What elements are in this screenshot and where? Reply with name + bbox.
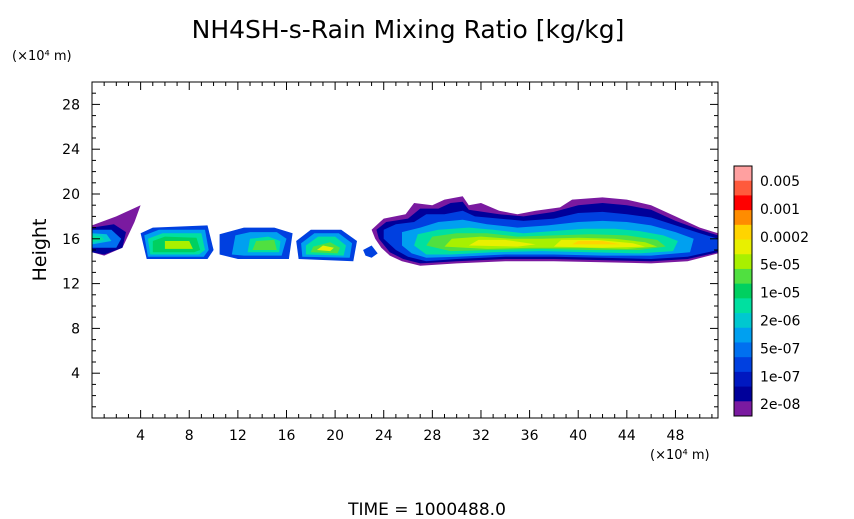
x-tick-label: 24 xyxy=(375,428,393,444)
colorbar-label: 0.001 xyxy=(760,202,800,218)
x-tick-label: 48 xyxy=(667,428,685,444)
colorbar-swatch xyxy=(734,166,752,182)
x-tick-label: 12 xyxy=(229,428,247,444)
colorbar-swatch xyxy=(734,371,752,387)
colorbar-label: 0.0002 xyxy=(760,230,809,246)
colorbar-swatch xyxy=(734,313,752,329)
colorbar-swatch xyxy=(734,342,752,358)
colorbar-swatch xyxy=(734,298,752,314)
y-tick-label: 24 xyxy=(62,142,80,158)
colorbar-swatch xyxy=(734,401,752,417)
x-tick-label: 20 xyxy=(326,428,344,444)
colorbar-frame xyxy=(733,165,753,417)
x-tick-label: 8 xyxy=(185,428,194,444)
x-tick-label: 40 xyxy=(569,428,587,444)
data-regions xyxy=(92,196,718,266)
x-tick-label: 32 xyxy=(472,428,490,444)
contour-region-13 xyxy=(252,239,277,250)
colorbar-label: 5e-05 xyxy=(760,258,800,274)
colorbar-swatch xyxy=(734,386,752,402)
time-label: TIME = 1000488.0 xyxy=(347,500,506,519)
colorbar-swatch xyxy=(734,283,752,299)
chart-title: NH4SH-s-Rain Mixing Ratio [kg/kg] xyxy=(192,15,625,44)
x-tick-label: 28 xyxy=(423,428,441,444)
contour-region-19 xyxy=(363,245,378,258)
y-tick-label: 4 xyxy=(71,366,80,382)
colorbar-swatch xyxy=(734,357,752,373)
y-unit-label: (×10⁴ m) xyxy=(12,49,72,64)
colorbar-label: 2e-08 xyxy=(760,397,800,413)
colorbar-label: 1e-05 xyxy=(760,286,800,302)
colorbar-label: 5e-07 xyxy=(760,341,800,357)
y-tick-label: 8 xyxy=(71,321,80,337)
colorbar-swatch xyxy=(734,268,752,285)
contour-region-27 xyxy=(468,239,536,247)
contour-region-9 xyxy=(164,241,193,249)
colorbar: 0.005 0.001 0.0002 5e-05 1e-05 2e-06 5e-07 1e-0… xyxy=(733,165,809,417)
x-tick-label: 16 xyxy=(278,428,296,444)
colorbar-swatch xyxy=(734,180,752,196)
y-axis-label: Height xyxy=(29,219,51,282)
y-tick-label: 16 xyxy=(62,232,80,248)
colorbar-swatch xyxy=(734,254,752,270)
x-tick-label: 44 xyxy=(618,428,636,444)
x-tick-label: 36 xyxy=(521,428,539,444)
y-tick-label: 20 xyxy=(62,187,80,203)
colorbar-swatch xyxy=(734,210,752,226)
y-tick-label: 12 xyxy=(62,277,80,293)
colorbar-label: 1e-07 xyxy=(760,369,800,385)
y-tick-label: 28 xyxy=(62,97,80,113)
colorbar-swatch xyxy=(734,327,752,343)
colorbar-swatch xyxy=(734,195,752,211)
contour-region-29 xyxy=(572,241,621,245)
colorbar-swatch xyxy=(734,224,752,240)
colorbar-label: 0.005 xyxy=(760,174,800,190)
colorbar-swatch xyxy=(734,239,752,255)
contour-region-18 xyxy=(316,245,334,252)
x-tick-label: 4 xyxy=(136,428,145,444)
x-unit-label: (×10⁴ m) xyxy=(650,448,710,463)
colorbar-label: 2e-06 xyxy=(760,314,800,330)
